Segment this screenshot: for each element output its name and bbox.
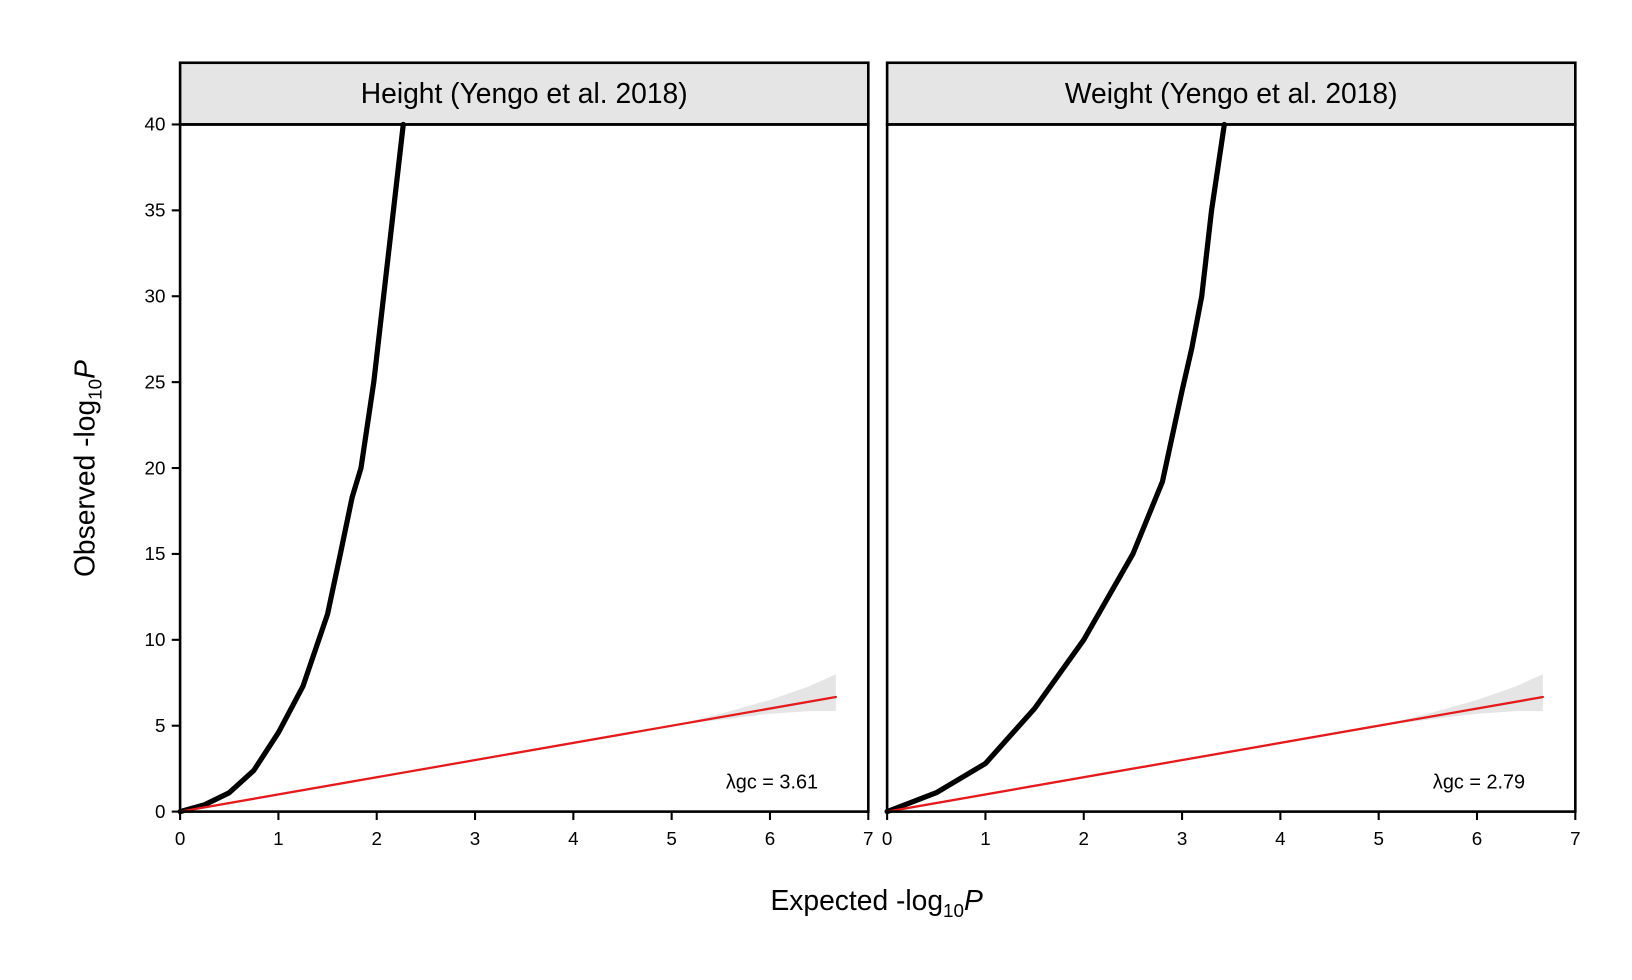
x-tick-label: 0 bbox=[882, 828, 892, 849]
reference-line bbox=[178, 695, 838, 813]
x-tick-label: 6 bbox=[1472, 828, 1482, 849]
x-tick-label: 7 bbox=[1570, 828, 1580, 849]
y-tick-label: 5 bbox=[155, 715, 165, 736]
x-label-sub: 10 bbox=[943, 900, 964, 921]
confidence-band bbox=[1378, 674, 1543, 726]
annotation: λgc = 2.79 bbox=[1433, 772, 1525, 794]
y-tick-label: 15 bbox=[145, 543, 166, 564]
x-tick-label: 5 bbox=[666, 828, 676, 849]
y-tick-label: 10 bbox=[145, 629, 166, 650]
y-label-var: P bbox=[68, 360, 100, 379]
y-tick-label: 20 bbox=[145, 457, 166, 478]
x-label-text: Expected -log bbox=[770, 884, 943, 916]
qq-curve bbox=[884, 121, 1227, 815]
x-tick-label: 5 bbox=[1373, 828, 1383, 849]
x-tick-label: 1 bbox=[273, 828, 283, 849]
facet-title: Height (Yengo et al. 2018) bbox=[361, 77, 688, 109]
x-tick-label: 1 bbox=[980, 828, 990, 849]
x-axis-label: Expected -log10P bbox=[770, 884, 982, 921]
x-tick-label: 0 bbox=[175, 828, 185, 849]
x-tick-label: 7 bbox=[863, 828, 873, 849]
panel-border bbox=[885, 123, 1577, 813]
reference-line bbox=[885, 695, 1545, 813]
x-tick-label: 3 bbox=[1177, 828, 1187, 849]
y-label-text: Observed -log bbox=[68, 400, 100, 577]
y-tick-label: 25 bbox=[145, 371, 166, 392]
y-tick-label: 40 bbox=[145, 114, 166, 135]
x-tick-label: 3 bbox=[470, 828, 480, 849]
qq-curve bbox=[177, 121, 406, 815]
x-tick-label: 6 bbox=[765, 828, 775, 849]
x-tick-label: 2 bbox=[1079, 828, 1089, 849]
x-label-var: P bbox=[964, 884, 983, 916]
x-tick-label: 4 bbox=[1275, 828, 1285, 849]
annotation: λgc = 3.61 bbox=[726, 772, 818, 794]
y-label-sub: 10 bbox=[85, 379, 106, 400]
y-tick-label: 30 bbox=[145, 286, 166, 307]
facet-title: Weight (Yengo et al. 2018) bbox=[1065, 77, 1398, 109]
y-axis-label: Observed -log10P bbox=[68, 360, 105, 577]
y-tick-label: 0 bbox=[155, 801, 165, 822]
facet-strip bbox=[885, 61, 1577, 126]
facet-strip bbox=[178, 61, 870, 126]
x-tick-label: 2 bbox=[371, 828, 381, 849]
x-tick-label: 4 bbox=[568, 828, 578, 849]
confidence-band bbox=[671, 674, 836, 726]
y-tick-label: 35 bbox=[145, 200, 166, 221]
